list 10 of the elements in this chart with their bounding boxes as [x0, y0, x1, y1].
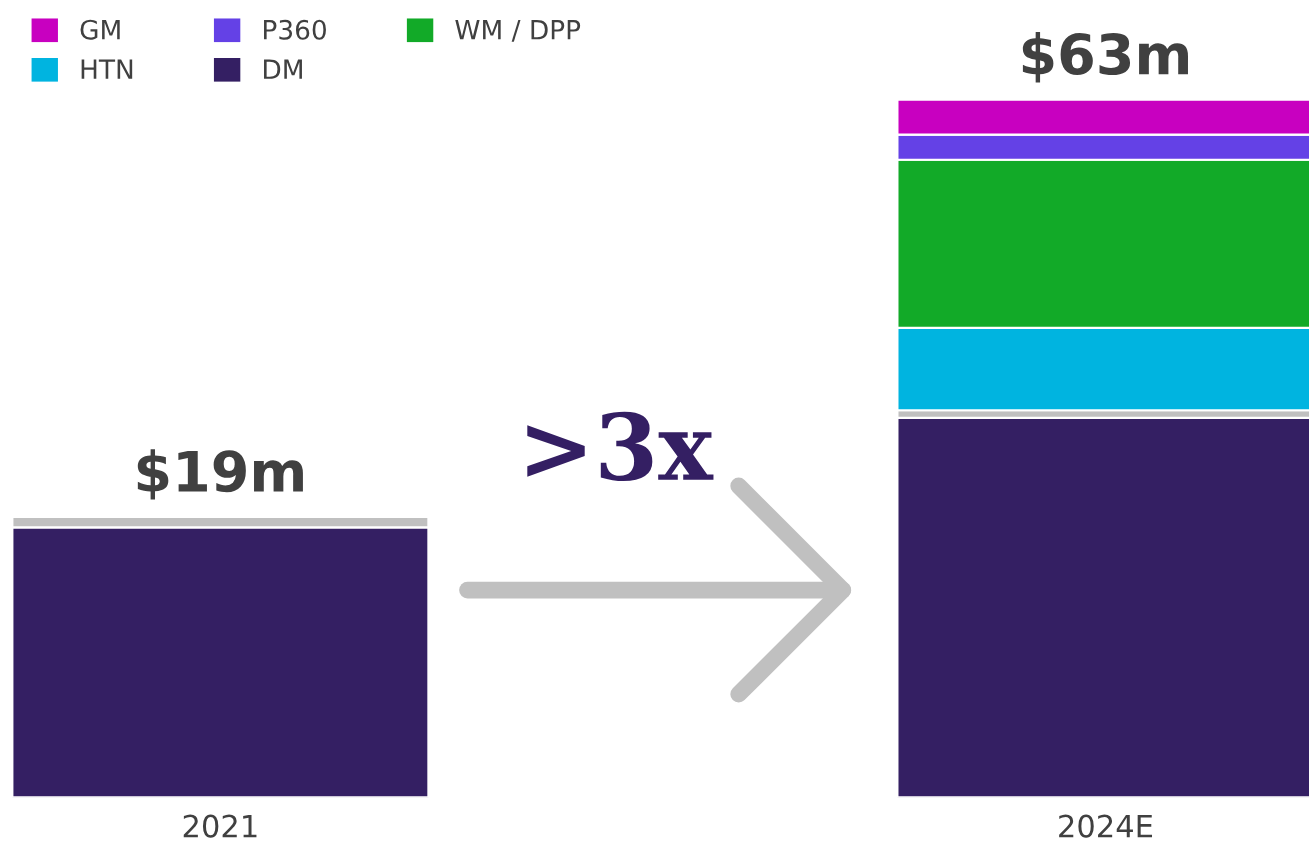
annotation: $63m [1022, 32, 1188, 83]
legend-label: WM / DPP [455, 20, 581, 42]
x-tick-label: 2021 [183, 814, 257, 838]
x-tick-label: 2024E [1059, 814, 1153, 838]
annotation: >3x [527, 411, 714, 482]
legend-label: GM [80, 19, 120, 40]
legend-label: P360 [264, 19, 326, 40]
legend-label: HTN [81, 59, 133, 79]
legend-label: DM [264, 59, 302, 79]
annotation: $19m [137, 449, 303, 500]
